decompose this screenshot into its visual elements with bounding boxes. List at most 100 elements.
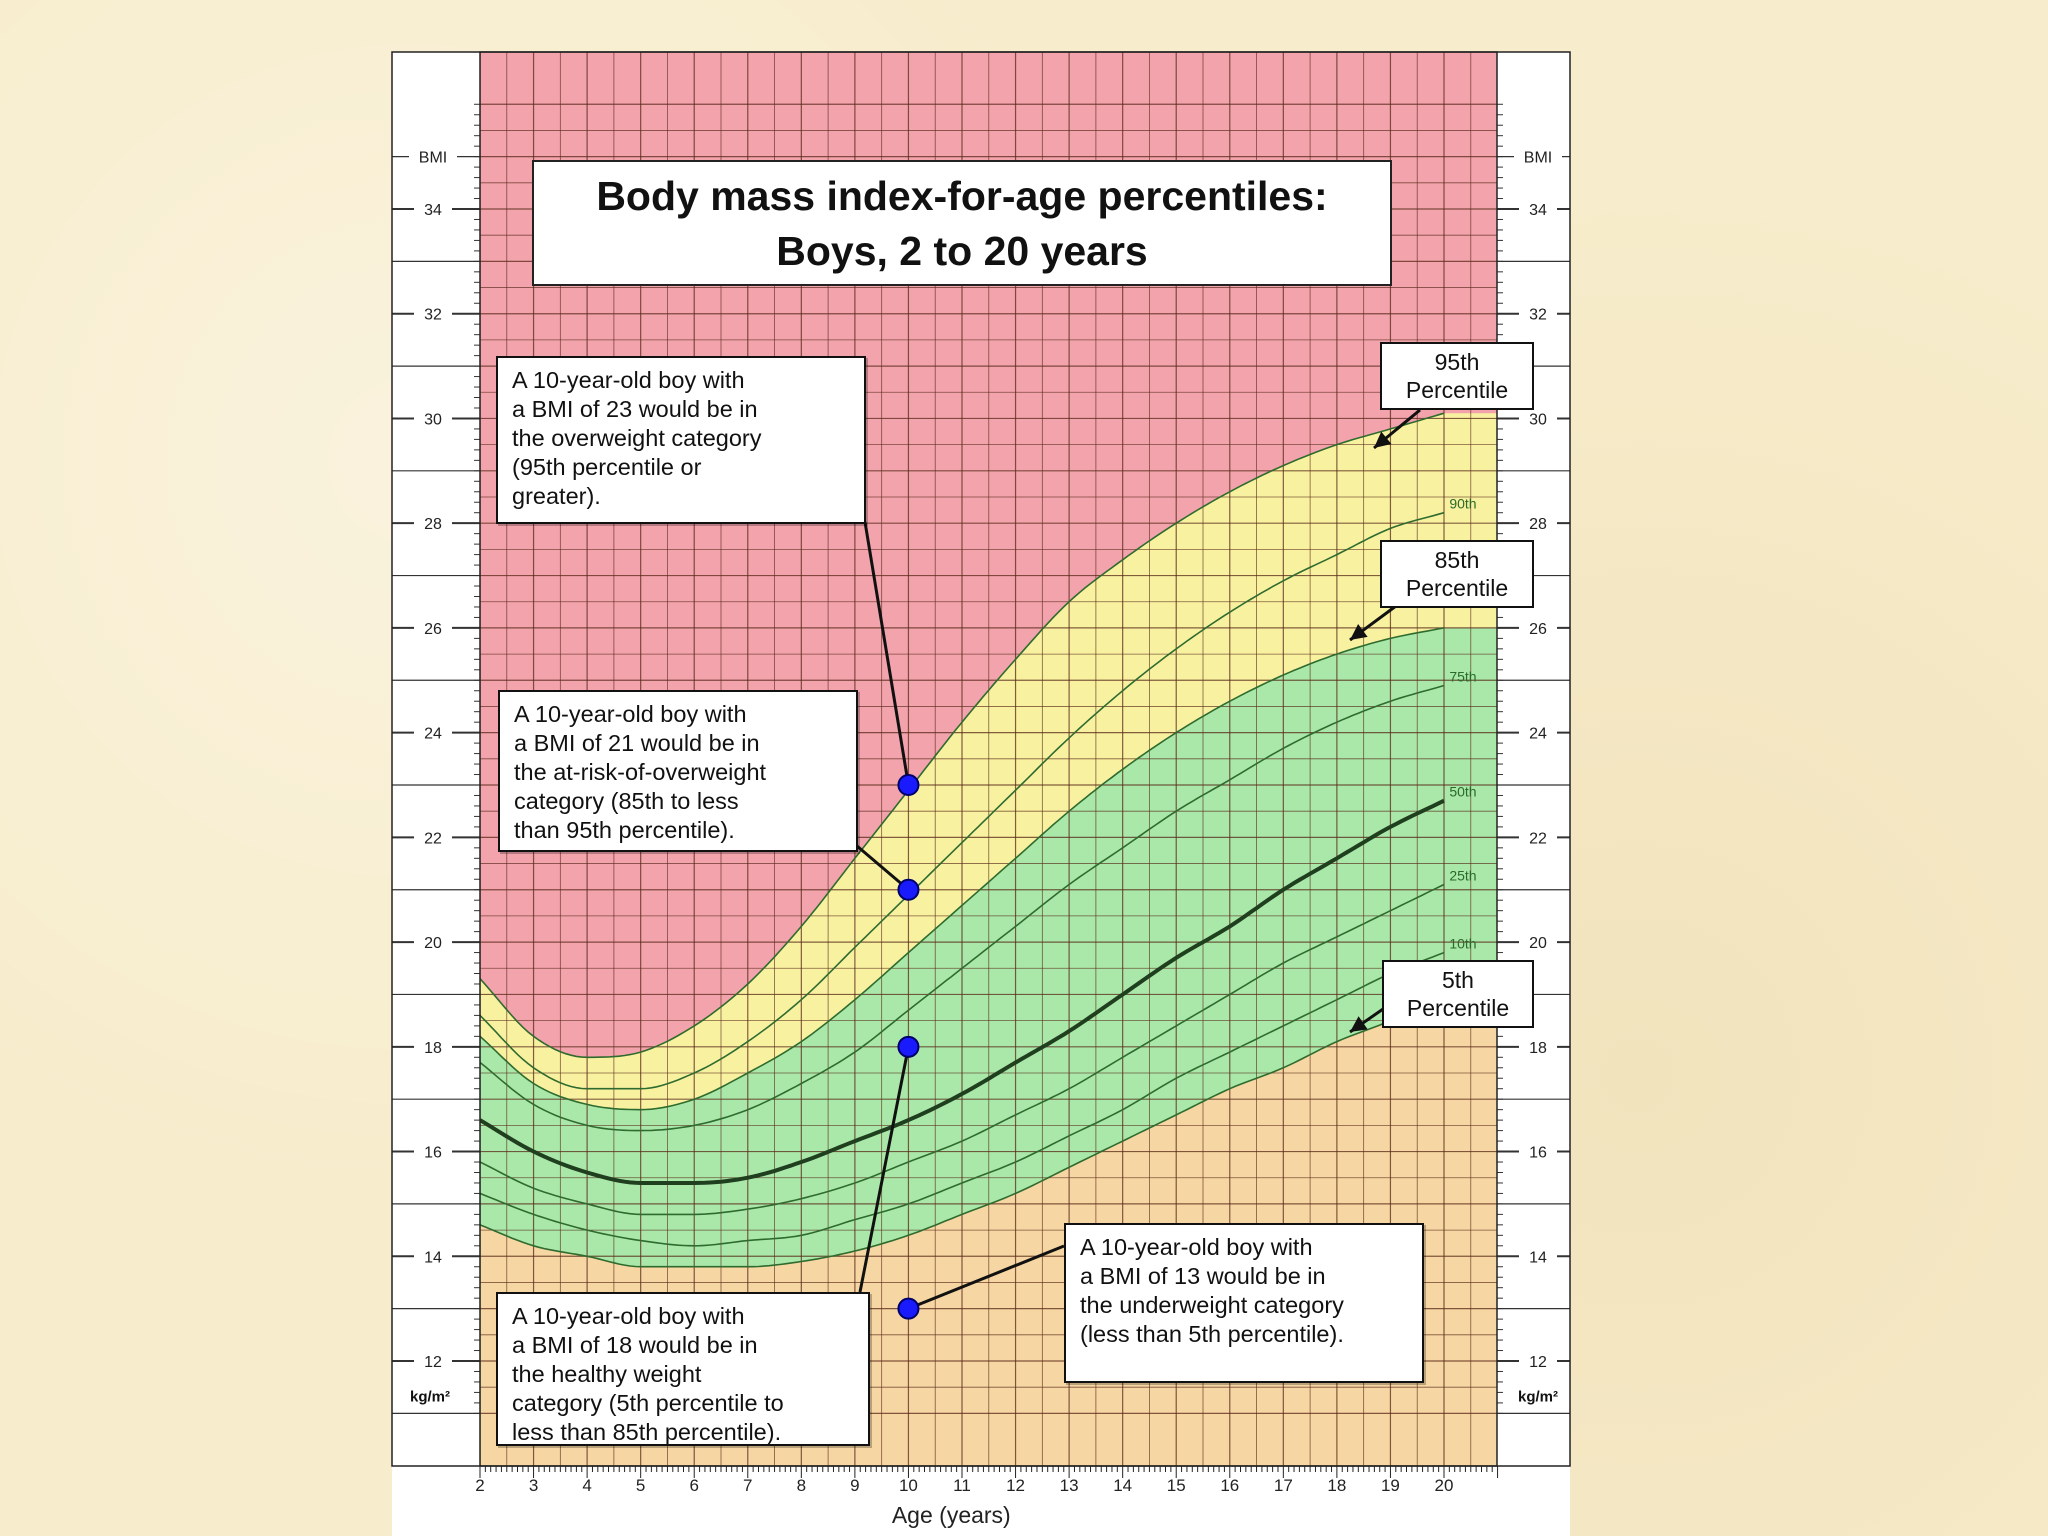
label-5th-percentile: 5th Percentile — [1382, 960, 1534, 1028]
left-ytick-label: 24 — [424, 726, 442, 743]
xtick-label: 8 — [797, 1476, 806, 1495]
label-85th-percentile: 85th Percentile — [1380, 540, 1534, 608]
curve-50th — [480, 798, 1445, 1185]
y-axis-unit: kg/m² — [410, 1388, 450, 1405]
example-point — [897, 1297, 920, 1320]
right-ytick-label: 30 — [1529, 411, 1547, 428]
left-ytick-label: 18 — [424, 1040, 442, 1057]
xtick-label: 5 — [636, 1476, 645, 1495]
xtick-label: 15 — [1167, 1476, 1186, 1495]
note-underweight: A 10-year-old boy with a BMI of 13 would… — [1064, 1223, 1424, 1383]
label-95th-word: Percentile — [1405, 377, 1509, 403]
chart-border — [391, 51, 1571, 1467]
connector-line — [863, 521, 910, 786]
curve-85th — [480, 627, 1445, 1111]
left-ytick-label: 30 — [424, 411, 442, 428]
curve-label-25th: 25th — [1449, 867, 1476, 883]
y-axis-title: BMI — [1524, 150, 1552, 167]
xtick-label: 19 — [1381, 1476, 1400, 1495]
right-tick-label-bg — [1519, 304, 1557, 323]
note-healthy: A 10-year-old boy with a BMI of 18 would… — [496, 1292, 870, 1446]
y-axis-title: BMI — [419, 150, 447, 167]
left-ytick-label: 32 — [424, 307, 442, 324]
left-tick-label-bg — [414, 723, 452, 742]
curve-90th — [480, 511, 1445, 1090]
note-overweight: A 10-year-old boy with a BMI of 23 would… — [496, 356, 866, 524]
curve-label-75th: 75th — [1449, 669, 1476, 685]
chart-title-box: Body mass index-for-age percentiles: Boy… — [532, 160, 1392, 286]
left-ytick-label: 28 — [424, 516, 442, 533]
y-axis-unit: kg/m² — [1518, 1388, 1558, 1405]
xtick-label: 3 — [529, 1476, 538, 1495]
label-85th-word: Percentile — [1405, 575, 1509, 601]
curve-10th — [480, 951, 1445, 1247]
label-arrow-head — [1350, 624, 1368, 640]
right-tick-label-bg — [1519, 618, 1557, 637]
left-tick-label-bg — [414, 200, 452, 218]
left-tick-label-bg — [414, 1142, 452, 1161]
left-tick-label-bg — [414, 1352, 452, 1370]
right-axis-column — [1497, 52, 1570, 1466]
left-ytick-label: 20 — [424, 935, 442, 952]
right-ytick-label: 16 — [1529, 1145, 1547, 1162]
left-ytick-label: 26 — [424, 621, 442, 638]
label-5th-value: 5th — [1442, 967, 1474, 993]
label-5th-word: Percentile — [1406, 995, 1510, 1021]
right-tick-label-bg — [1519, 1037, 1557, 1056]
xtick-label: 18 — [1327, 1476, 1346, 1495]
right-tick-label-bg — [1519, 514, 1557, 533]
label-85th-value: 85th — [1434, 547, 1480, 573]
left-ytick-label: 14 — [424, 1249, 442, 1266]
left-ytick-label: 34 — [424, 202, 442, 219]
label-95th-percentile: 95th Percentile — [1380, 342, 1534, 410]
note-at-risk: A 10-year-old boy with a BMI of 21 would… — [498, 690, 858, 852]
right-ytick-label: 28 — [1529, 516, 1547, 533]
xtick-label: 11 — [953, 1476, 971, 1495]
xtick-label: 2 — [475, 1476, 484, 1495]
right-tick-label-bg — [1519, 200, 1557, 218]
x-axis-title: Age (years) — [892, 1502, 1011, 1528]
xtick-label: 4 — [582, 1476, 591, 1495]
left-ytick-label: 12 — [424, 1354, 442, 1371]
left-tick-label-bg — [414, 933, 452, 952]
left-tick-label-bg — [414, 1037, 452, 1056]
left-tick-label-bg — [414, 828, 452, 847]
right-tick-label-bg — [1519, 1352, 1557, 1370]
connector-line — [907, 1244, 1065, 1311]
right-tick-label-bg — [1519, 1247, 1557, 1266]
right-ytick-label: 34 — [1529, 202, 1547, 219]
right-tick-label-bg — [1519, 933, 1557, 952]
xtick-label: 13 — [1060, 1476, 1079, 1495]
xtick-label: 14 — [1113, 1476, 1132, 1495]
right-ytick-label: 20 — [1529, 935, 1547, 952]
xtick-label: 10 — [899, 1476, 918, 1495]
example-point — [897, 1035, 920, 1058]
curve-label-90th: 90th — [1449, 496, 1476, 512]
right-tick-label-bg — [1519, 409, 1557, 428]
right-ytick-label: 32 — [1529, 307, 1547, 324]
chart-subtitle: Boys, 2 to 20 years — [776, 228, 1148, 274]
right-ytick-label: 14 — [1529, 1249, 1547, 1266]
curve-label-10th: 10th — [1449, 936, 1476, 952]
right-ytick-label: 22 — [1529, 830, 1547, 847]
right-ytick-label: 18 — [1529, 1040, 1547, 1057]
xtick-label: 9 — [850, 1476, 859, 1495]
left-ytick-label: 16 — [424, 1145, 442, 1162]
right-tick-label-bg — [1519, 1142, 1557, 1161]
left-ytick-label: 22 — [424, 830, 442, 847]
left-tick-label-bg — [414, 1247, 452, 1266]
example-point — [897, 774, 920, 796]
label-arrow-head — [1374, 431, 1392, 448]
right-tick-label-bg — [1519, 723, 1557, 742]
xtick-label: 7 — [743, 1476, 752, 1495]
left-tick-label-bg — [414, 514, 452, 533]
xtick-label: 6 — [689, 1476, 698, 1495]
bmi-label-bg — [1514, 146, 1562, 167]
chart-title: Body mass index-for-age percentiles: — [596, 173, 1328, 219]
example-point — [897, 878, 920, 901]
right-ytick-label: 26 — [1529, 621, 1547, 638]
xtick-label: 17 — [1274, 1476, 1293, 1495]
label-95th-value: 95th — [1434, 349, 1480, 375]
curve-5th — [480, 993, 1445, 1268]
curve-25th — [480, 883, 1445, 1216]
